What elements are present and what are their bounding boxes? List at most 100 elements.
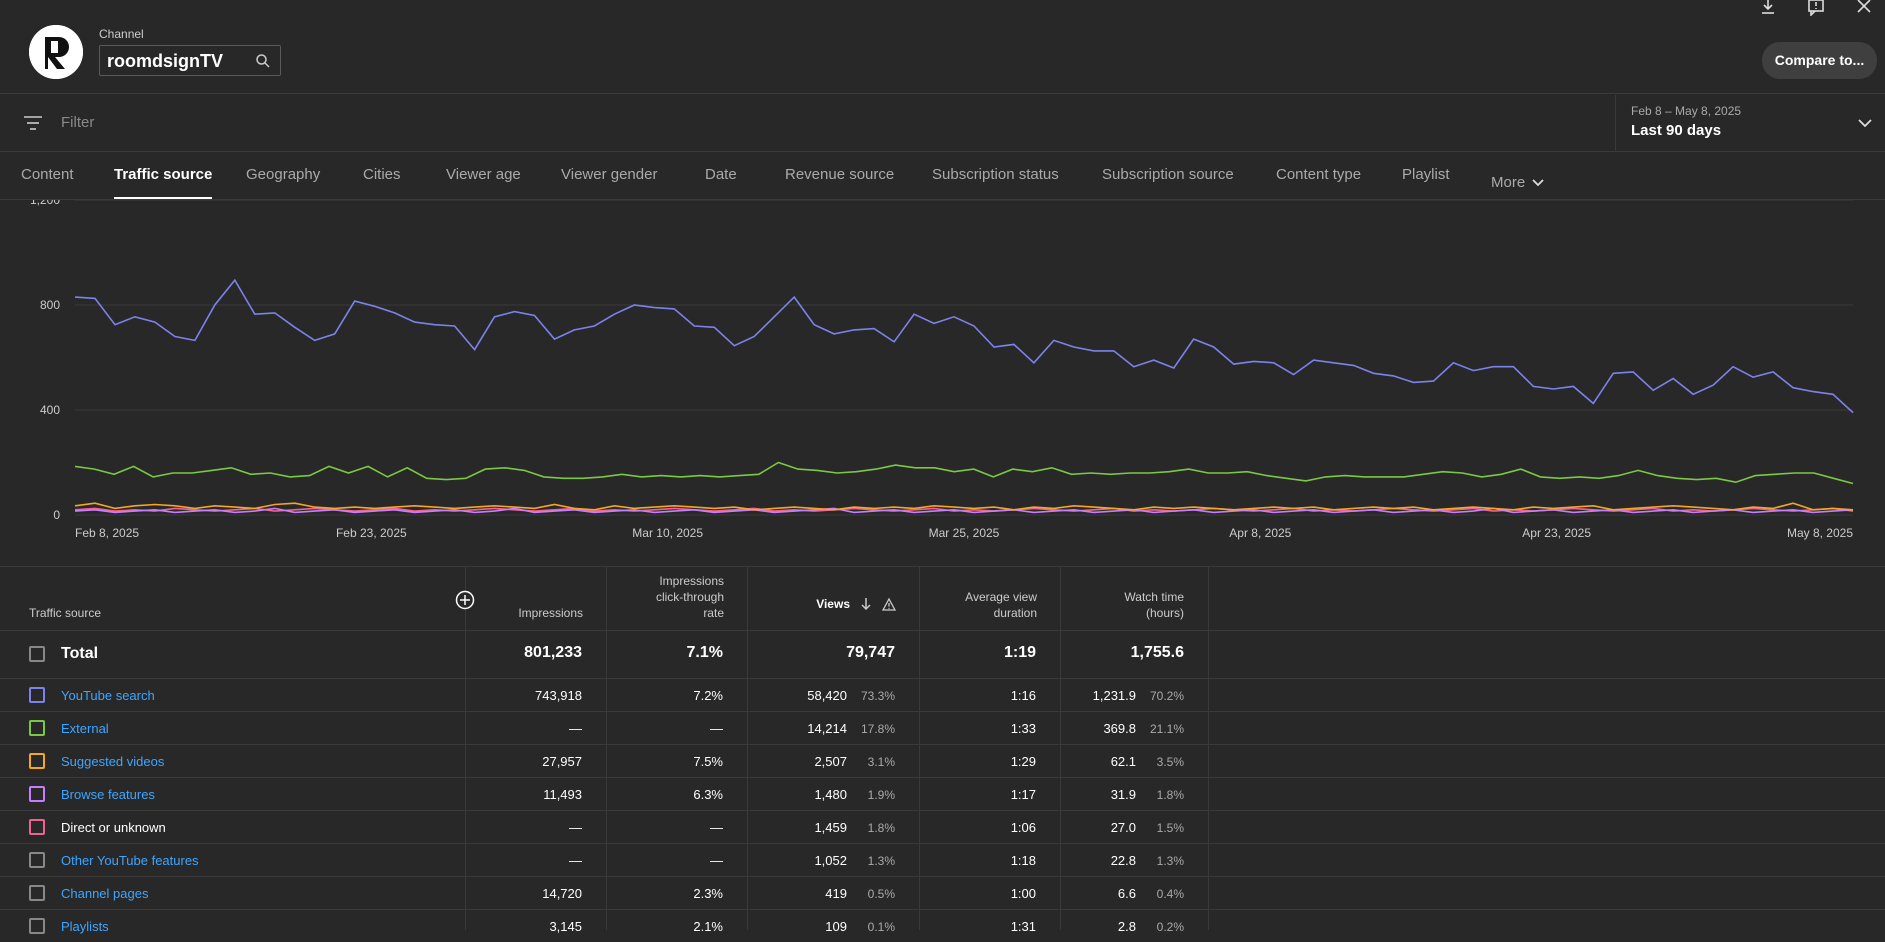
tab-more[interactable]: More [1491, 166, 1545, 199]
cell-views-pct: 1.9% [867, 788, 895, 802]
cell-avg-view-duration: 1:00 [1010, 886, 1036, 901]
tab-content[interactable]: Content [21, 166, 74, 183]
cell-impressions: 27,957 [542, 754, 582, 769]
traffic-source-name[interactable]: YouTube search [61, 688, 155, 703]
cell-avg-view-duration: 1:33 [1010, 721, 1036, 736]
tab-playlist[interactable]: Playlist [1402, 166, 1450, 183]
cell-watch-time-pct: 70.2% [1149, 689, 1184, 703]
column-divider [1060, 567, 1061, 930]
tab-date[interactable]: Date [705, 166, 737, 183]
cell-watch-time: 2.8 [1117, 919, 1136, 934]
cell-avg-view-duration: 1:18 [1010, 853, 1036, 868]
row-checkbox[interactable] [29, 918, 45, 934]
tab-subscription-source[interactable]: Subscription source [1102, 166, 1234, 183]
tab-content-type[interactable]: Content type [1276, 166, 1362, 183]
chevron-down-icon [1858, 119, 1872, 128]
cell-views-pct: 17.8% [860, 722, 895, 736]
channel-logo[interactable] [29, 25, 83, 79]
series-line-browse-features[interactable] [74, 507, 1854, 514]
search-icon[interactable] [255, 53, 271, 69]
header-watch-line-2: (hours) [1145, 606, 1184, 620]
tab-viewer-age[interactable]: Viewer age [446, 166, 521, 183]
cell-avg-view-duration: 1:31 [1010, 919, 1036, 934]
row-checkbox[interactable] [29, 885, 45, 901]
traffic-source-name[interactable]: Other YouTube features [61, 853, 199, 868]
cell-ctr: 2.3% [693, 886, 723, 901]
cell-watch-time: 62.1 [1110, 754, 1136, 769]
download-icon[interactable] [1759, 0, 1777, 16]
filter-input[interactable]: Filter [61, 114, 95, 131]
cell-ctr: 6.3% [693, 787, 723, 802]
tab-geography[interactable]: Geography [246, 166, 321, 183]
header-avd-line-1: Average view [965, 590, 1037, 604]
header-traffic-source[interactable]: Traffic source [29, 606, 102, 620]
total-views: 79,747 [846, 644, 895, 661]
series-line-suggested-videos[interactable] [74, 502, 1854, 511]
dimension-tabs: Content Traffic source Geography Cities … [0, 153, 1885, 200]
table-row: Direct or unknown — — 1,459 1.8% 1:06 27.0 1.5% [0, 810, 1885, 843]
traffic-source-name[interactable]: Channel pages [61, 886, 149, 901]
tab-traffic-source[interactable]: Traffic source [114, 166, 213, 199]
row-checkbox[interactable] [29, 720, 45, 736]
row-checkbox[interactable] [29, 687, 45, 703]
table-row: YouTube search 743,918 7.2% 58,420 73.3% 1:16… [0, 678, 1885, 711]
cell-views: 419 [825, 886, 847, 901]
top-bar: Channel roomdsignTV Compare to... [0, 0, 1885, 94]
x-tick-label: Feb 8, 2025 [75, 526, 139, 540]
header-views[interactable]: Views [748, 577, 896, 631]
traffic-source-name[interactable]: Playlists [61, 919, 109, 934]
chevron-down-icon [1532, 178, 1544, 186]
header-watch-time[interactable]: Watch time (hours) [1061, 567, 1184, 631]
channel-selector[interactable]: roomdsignTV [99, 45, 281, 76]
feedback-icon[interactable] [1807, 0, 1825, 16]
traffic-source-table: Traffic source Impressions Impressions c… [0, 566, 1885, 934]
row-checkbox[interactable] [29, 753, 45, 769]
header-avg-view-duration[interactable]: Average view duration [920, 567, 1037, 631]
tab-more-label: More [1491, 174, 1526, 191]
date-range-selector[interactable]: Feb 8 – May 8, 2025 Last 90 days [1615, 95, 1885, 152]
traffic-source-name[interactable]: Suggested videos [61, 754, 165, 769]
channel-name: roomdsignTV [107, 51, 223, 71]
date-range-preset: Last 90 days [1631, 122, 1722, 139]
row-checkbox[interactable] [29, 852, 45, 868]
total-checkbox[interactable] [29, 646, 45, 662]
column-divider [606, 567, 607, 930]
traffic-source-name[interactable]: External [61, 721, 109, 736]
cell-watch-time: 1,231.9 [1092, 688, 1136, 703]
cell-avg-view-duration: 1:06 [1010, 820, 1036, 835]
tab-cities[interactable]: Cities [363, 166, 401, 183]
x-tick-label: Mar 25, 2025 [929, 526, 1000, 540]
cell-watch-time: 22.8 [1110, 853, 1136, 868]
traffic-chart: 1,200 800 400 0 Feb 8, 2025 Feb 23, 2025 Mar 1… [0, 193, 1885, 545]
warning-icon[interactable] [882, 597, 896, 611]
header-impressions[interactable]: Impressions [518, 606, 583, 620]
total-row: Total 801,233 7.1% 79,747 1:19 1,755.6 [0, 630, 1885, 678]
cell-ctr: 2.1% [693, 919, 723, 934]
header-avd-line-2: duration [993, 606, 1037, 620]
header-ctr[interactable]: Impressions click-through rate [607, 567, 724, 631]
cell-views: 58,420 [807, 688, 847, 703]
compare-button[interactable]: Compare to... [1762, 42, 1877, 79]
tab-revenue-source[interactable]: Revenue source [785, 166, 895, 183]
series-line-youtube-search[interactable] [74, 278, 1854, 414]
tab-viewer-gender[interactable]: Viewer gender [561, 166, 658, 183]
cell-watch-time-pct: 0.4% [1156, 887, 1184, 901]
row-checkbox[interactable] [29, 819, 45, 835]
traffic-source-name[interactable]: Browse features [61, 787, 155, 802]
filter-bar: Filter Feb 8 – May 8, 2025 Last 90 days [0, 95, 1885, 152]
sort-down-icon[interactable] [860, 597, 872, 611]
cell-views: 1,052 [814, 853, 847, 868]
series-line-external[interactable] [74, 461, 1854, 485]
cell-impressions: 11,493 [543, 787, 582, 802]
tab-subscription-status[interactable]: Subscription status [932, 166, 1059, 183]
x-tick-label: Apr 8, 2025 [1229, 526, 1291, 540]
cell-watch-time-pct: 1.8% [1156, 788, 1184, 802]
header-watch-line-1: Watch time [1124, 590, 1184, 604]
traffic-source-name: Direct or unknown [61, 820, 166, 835]
filter-icon[interactable] [23, 115, 43, 131]
close-icon[interactable] [1855, 0, 1873, 16]
add-column-icon[interactable] [455, 590, 475, 610]
row-checkbox[interactable] [29, 786, 45, 802]
total-label: Total [61, 645, 99, 662]
column-divider [1208, 567, 1209, 930]
